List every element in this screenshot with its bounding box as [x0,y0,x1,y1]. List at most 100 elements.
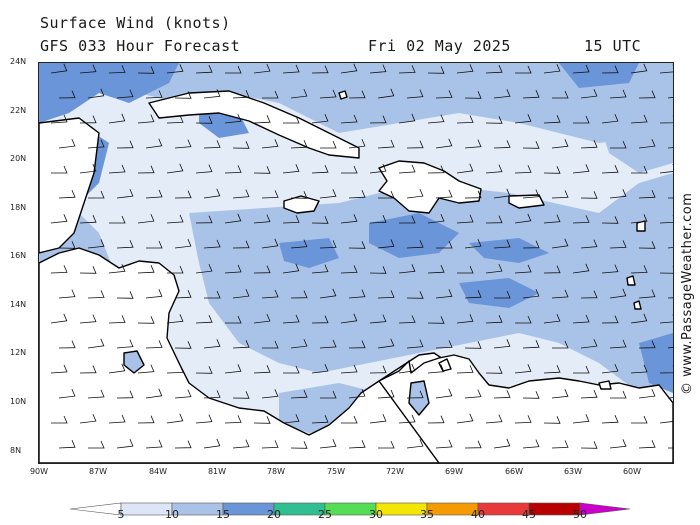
wind-barb [348,90,366,99]
wind-barb [551,440,569,449]
wind-barb [522,141,540,149]
wind-barb [543,416,561,424]
wind-barb [58,440,76,449]
wind-barb [551,238,569,249]
wind-barb [166,314,184,324]
wind-barb [435,138,453,149]
wind-barb [515,65,532,74]
wind-barb [262,340,279,349]
wind-barb [369,115,387,124]
wind-barb [348,190,366,199]
wind-barb [79,64,97,74]
wind-barb [174,91,192,99]
wind-barb [290,88,308,99]
wind-barb [166,365,184,374]
wind-barb [253,166,271,174]
wind-barb [340,364,358,374]
wind-barb [580,338,598,349]
wind-barb [290,390,308,399]
wind-barb [108,264,126,274]
wind-barb [195,366,213,374]
wind-barb [631,165,648,174]
wind-barb [609,89,627,99]
wind-barb [261,389,279,399]
wind-barb [427,415,445,424]
wind-barb [311,216,329,224]
lat-label: 12N [10,348,27,357]
wind-barb [464,139,482,149]
wind-barb [116,390,134,399]
wind-barb [638,241,656,249]
wind-map-canvas [39,63,673,463]
wind-barb [282,64,300,74]
wind-barb [398,65,416,74]
wind-barb [283,115,300,124]
wind-barb [51,165,68,174]
wind-barb [514,114,532,124]
wind-barb [435,388,453,399]
wind-barb [282,164,300,174]
wind-barb [435,189,453,199]
wind-barb [145,90,163,99]
wind-barb [116,339,134,349]
wind-barb [464,190,482,199]
forecast-date: Fri 02 May 2025 [368,37,511,55]
wind-barb [406,339,424,349]
wind-barb [659,414,673,424]
wind-barb [116,240,134,249]
wind-barb [522,240,540,249]
wind-barb [601,315,619,324]
wind-barb [514,264,532,274]
wind-barb [87,389,105,399]
wind-barb [319,189,337,199]
wind-barb [203,140,221,149]
wind-barb [377,290,395,299]
wind-barb [369,314,387,324]
wind-barb [369,365,387,374]
wind-barb [580,191,598,199]
wind-barb [630,214,648,224]
wind-barb [50,364,68,374]
wind-barb [406,438,424,449]
wind-barb [174,238,192,249]
wind-barb [638,90,656,99]
wind-barb [79,365,97,374]
wind-barb [609,240,627,249]
wind-barb [311,165,329,174]
scale-label: 35 [420,508,434,521]
wind-barb [232,189,250,199]
wind-barb [174,440,192,449]
lon-label: 84W [148,467,168,476]
wind-barb [290,338,308,349]
wind-barb [253,265,271,274]
wind-barb [638,340,656,349]
wind-barb [58,138,76,149]
wind-barb [340,114,358,124]
wind-barb [203,339,221,349]
wind-barb [88,440,105,449]
wind-barb [580,441,598,449]
wind-barb [601,264,619,274]
scale-label: 5 [117,508,125,521]
wind-barb [398,414,416,424]
wind-barb [427,364,445,374]
wind-barb [427,213,445,224]
wind-barb [543,365,561,374]
wind-barb [340,63,358,74]
wind-barb [174,389,192,399]
wind-barb [320,390,337,399]
wind-barb [609,439,627,449]
wind-barb [166,115,184,124]
wind-barb [485,215,503,224]
wind-barb [485,65,503,74]
wind-barb [283,365,300,374]
wind-barb [79,314,97,324]
wind-barb [261,190,279,199]
wind-barb [485,366,503,374]
wind-barb [436,240,453,249]
wind-barb [398,164,416,174]
wind-barb [87,239,105,249]
wind-barb [485,164,503,174]
lat-label: 10N [10,397,27,406]
wind-barb [464,341,482,349]
